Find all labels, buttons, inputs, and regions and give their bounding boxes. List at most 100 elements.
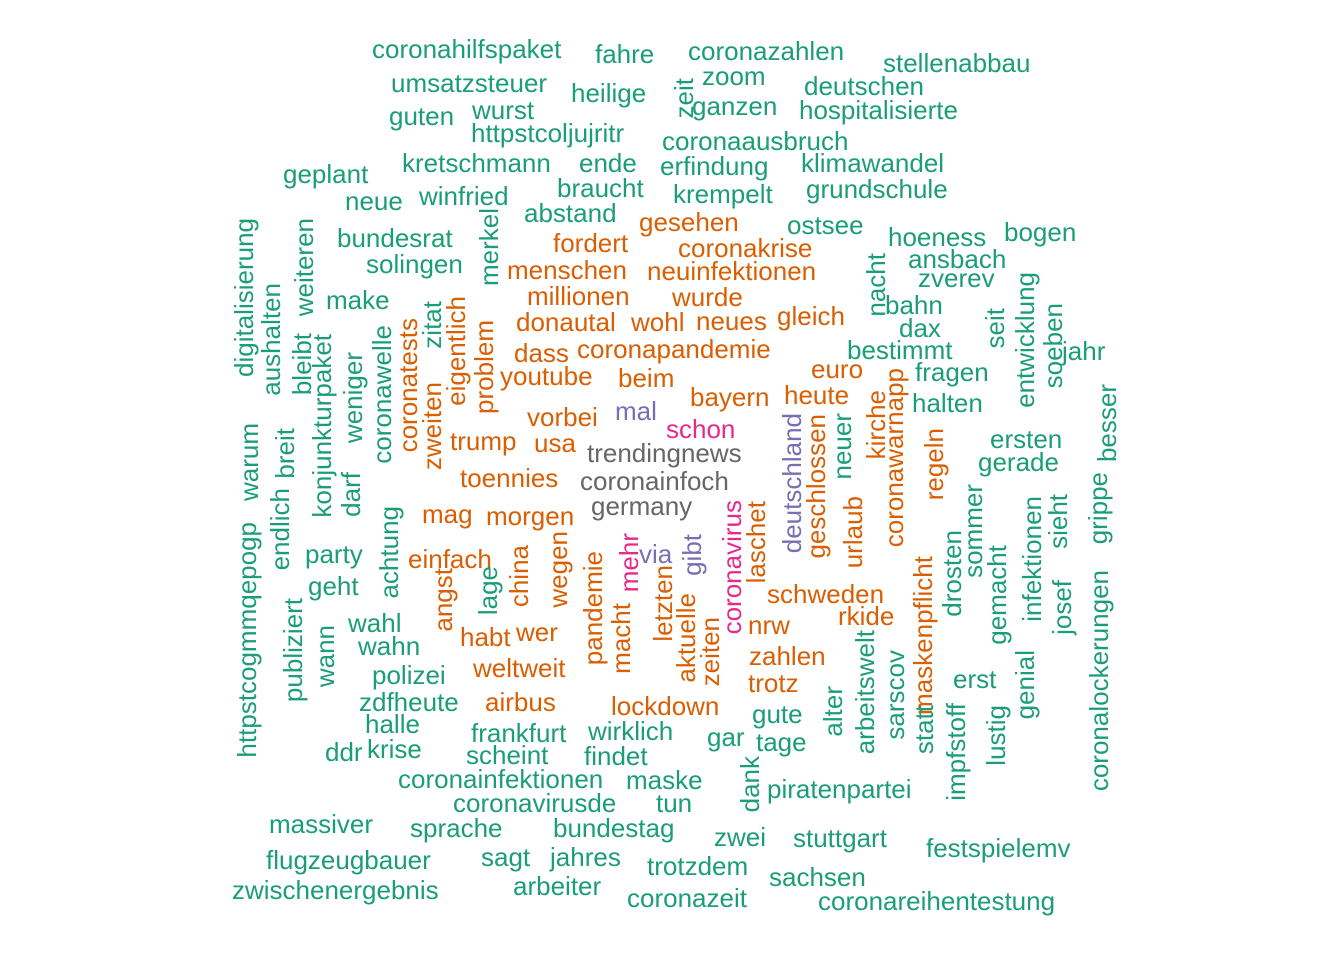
- word: trendingnews: [587, 438, 742, 468]
- word: mal: [615, 396, 657, 426]
- word: fahre: [595, 39, 655, 69]
- word: coronavirus: [717, 500, 747, 635]
- word: regeln: [919, 428, 949, 501]
- word: beim: [618, 363, 675, 393]
- word: geschlossen: [801, 414, 831, 559]
- word: millionen: [527, 281, 630, 311]
- word: ddr: [325, 737, 363, 767]
- word: coronavirusde: [453, 788, 617, 818]
- word: seit: [980, 308, 1010, 349]
- word: guten: [389, 101, 455, 131]
- word: zwei: [714, 822, 767, 852]
- word: tun: [656, 788, 693, 818]
- word: polizei: [372, 660, 446, 690]
- word: erfindung: [660, 151, 769, 181]
- word: httpstcoljujritr: [471, 118, 625, 148]
- word: wurde: [672, 282, 743, 312]
- word: bundesrat: [337, 223, 453, 253]
- word: bundestag: [553, 813, 675, 843]
- word: gute: [752, 699, 803, 729]
- word: via: [639, 539, 673, 569]
- word: darf: [336, 472, 366, 517]
- word: ersten: [990, 424, 1063, 454]
- word: germany: [591, 491, 693, 521]
- word: mehr: [614, 533, 644, 593]
- word: krempelt: [673, 179, 773, 209]
- word: wann: [310, 625, 340, 688]
- word: ansbach: [908, 244, 1007, 274]
- word: angst: [428, 568, 458, 632]
- word: genial: [1010, 650, 1040, 720]
- word: geht: [308, 571, 359, 601]
- word: infektionen: [1017, 496, 1047, 622]
- word: make: [326, 285, 390, 315]
- word: krise: [367, 734, 422, 764]
- word: digitalisierung: [229, 218, 259, 377]
- word: hospitalisierte: [799, 95, 958, 125]
- word: dank: [735, 756, 765, 813]
- word: ganzen: [692, 91, 778, 121]
- word: dass: [514, 338, 569, 368]
- word: gleich: [777, 301, 845, 331]
- word: statt: [909, 705, 939, 755]
- word: morgen: [486, 501, 575, 531]
- word: fragen: [915, 357, 989, 387]
- word: toennies: [460, 463, 559, 493]
- word: vorbei: [527, 402, 598, 432]
- word: usa: [534, 428, 576, 458]
- word: sieht: [1043, 494, 1073, 549]
- word: zahlen: [749, 641, 826, 671]
- word: jahres: [550, 842, 621, 872]
- word: wirklich: [588, 716, 674, 746]
- word: trotz: [748, 668, 799, 698]
- word: weltweit: [473, 653, 566, 683]
- word: gibt: [677, 534, 707, 576]
- word: heilige: [571, 78, 647, 108]
- word: konjunkturpaket: [307, 334, 337, 518]
- word: deutschen: [804, 71, 924, 101]
- word: wer: [516, 617, 558, 647]
- word: ostsee: [787, 210, 864, 240]
- word: weiteren: [289, 218, 319, 317]
- word: gar: [707, 722, 745, 752]
- word: rkide: [838, 601, 895, 631]
- word: geplant: [283, 159, 369, 189]
- word: merkel: [474, 208, 504, 287]
- word: neuinfektionen: [647, 256, 817, 286]
- word: wahn: [358, 631, 421, 661]
- word: bogen: [1004, 217, 1077, 247]
- word: lage: [473, 566, 503, 616]
- word: coronalockerungen: [1084, 570, 1114, 792]
- word: solingen: [366, 249, 463, 279]
- word: stellenabbau: [883, 48, 1031, 78]
- word: nrw: [748, 610, 790, 640]
- word: gerade: [978, 447, 1059, 477]
- word: alter: [818, 686, 848, 737]
- word: zwischenergebnis: [232, 875, 439, 905]
- word: bahn: [885, 290, 943, 320]
- word: coronainfektionen: [398, 764, 604, 794]
- word: wohl: [631, 307, 685, 337]
- word: coronawelle: [367, 325, 397, 464]
- word: grundschule: [806, 174, 948, 204]
- word: josef: [1047, 580, 1077, 635]
- word: mag: [422, 499, 473, 529]
- word: sarscov: [880, 650, 910, 740]
- word: warum: [234, 423, 264, 502]
- word: neues: [696, 306, 767, 336]
- word: wegen: [543, 531, 573, 608]
- word: stuttgart: [793, 823, 887, 853]
- word: zverev: [918, 263, 995, 293]
- word: dax: [899, 313, 941, 343]
- word: zweiten: [417, 382, 447, 471]
- word: coronahilfspaket: [372, 34, 562, 64]
- word: bestimmt: [847, 335, 953, 365]
- word: euro: [811, 354, 864, 384]
- word: sagt: [481, 842, 531, 872]
- word: abstand: [524, 198, 617, 228]
- word: halle: [365, 709, 420, 739]
- word: flugzeugbauer: [266, 845, 431, 875]
- word: gesehen: [639, 207, 739, 237]
- word: coronapandemie: [577, 334, 771, 364]
- word: pandemie: [578, 551, 608, 666]
